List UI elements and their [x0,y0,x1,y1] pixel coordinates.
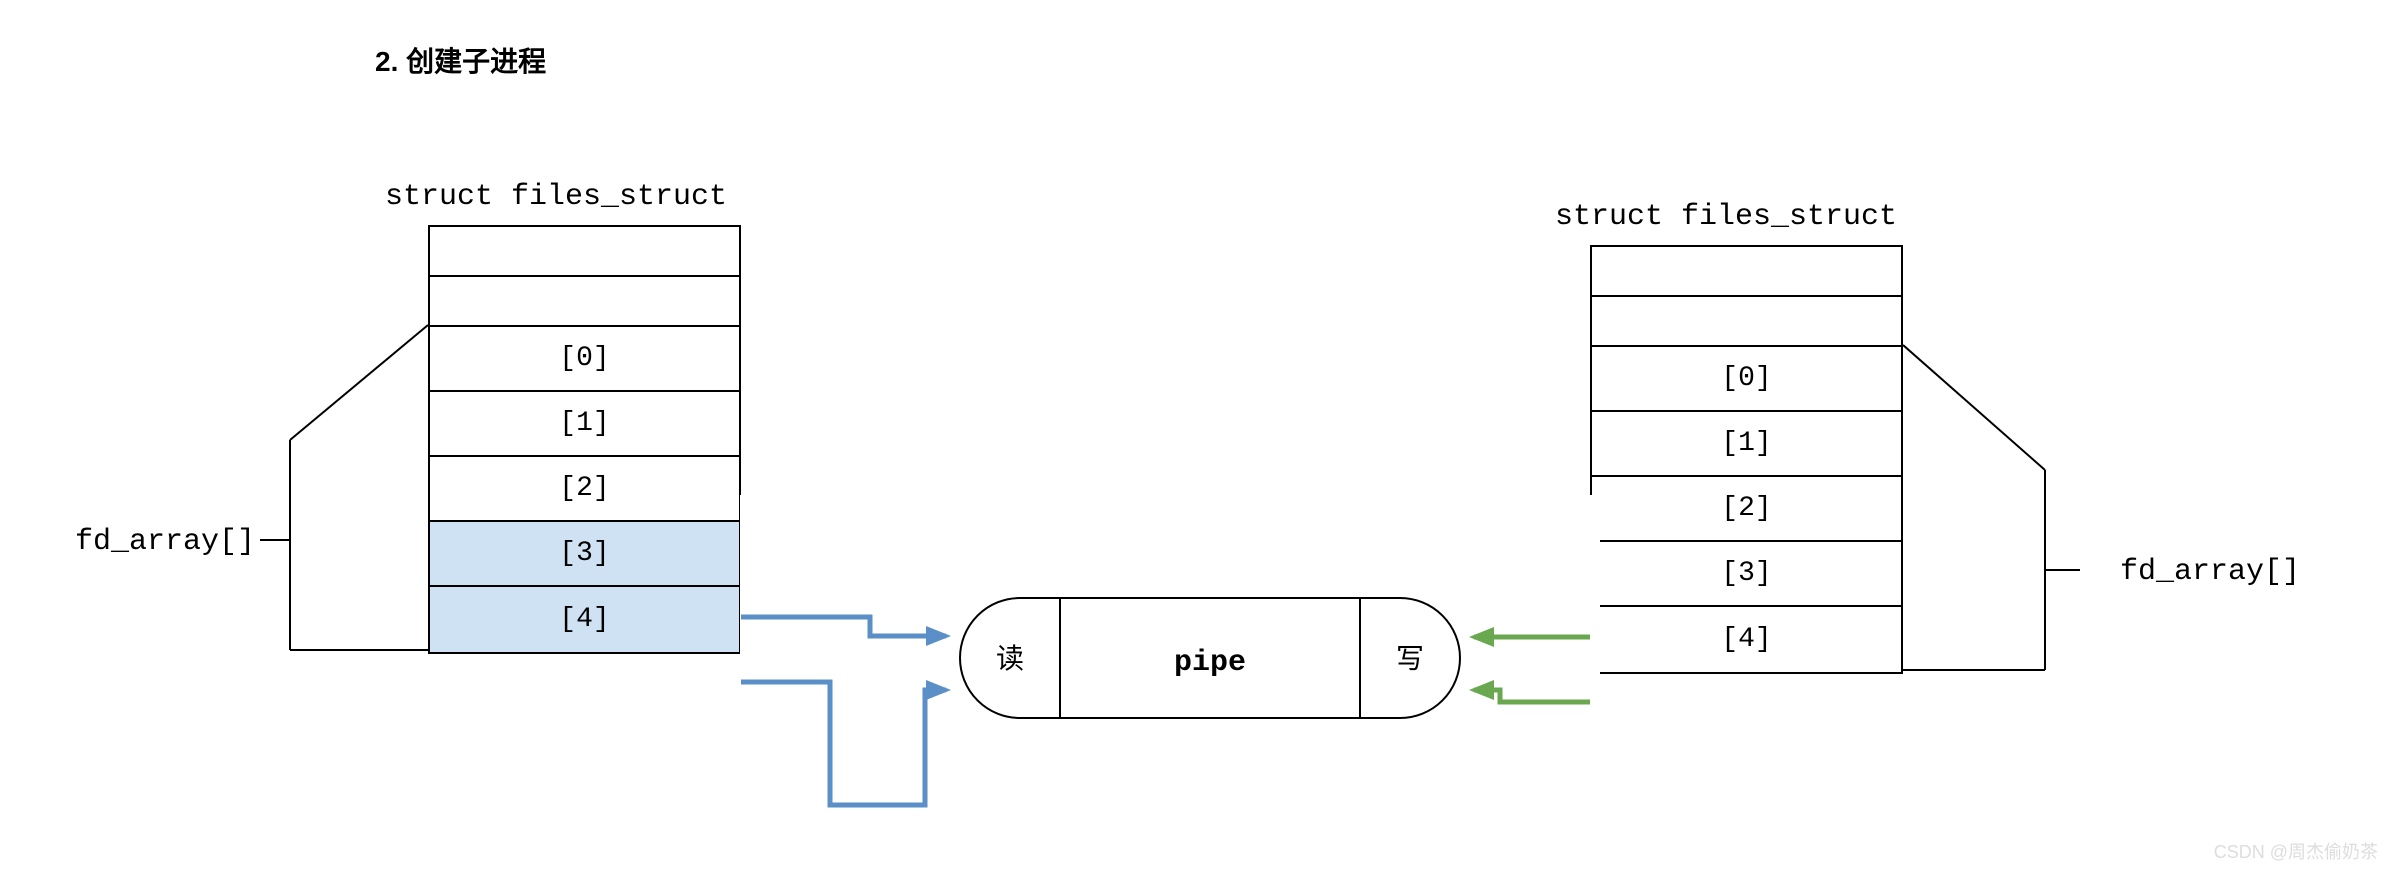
table-row: [1] [1592,412,1901,477]
table-row: [3] [1592,542,1901,607]
table-row: [2] [430,457,739,522]
left-bracket [260,325,428,650]
table-row: [0] [430,327,739,392]
final-arrows: 读 pipe 写 [0,0,2398,874]
pipe-write-label: 写 [1394,638,1422,678]
cell-label: [2] [559,473,609,504]
pipe-read-section: 读 [962,600,1062,716]
right-struct-label: struct files_struct [1555,200,1897,234]
table-row [1592,297,1901,347]
table-row: [4] [430,587,739,652]
pipe-center-section: pipe [1064,600,1356,716]
cell-label: [3] [1721,558,1771,589]
pipe-read-label: 读 [998,638,1026,678]
pipe-shape: 读 pipe 写 [960,598,1460,718]
pipe-center-label: pipe [1174,641,1246,675]
cell-label: [1] [1721,428,1771,459]
table-row: [1] [430,392,739,457]
cell-label: [4] [559,604,609,635]
cell-label: [4] [1721,624,1771,655]
right-files-struct-table: [0] [1] [2] [3] [4] [1590,245,1903,674]
table-row: [3] [430,522,739,587]
cell-label: [1] [559,408,609,439]
pipe-write-section: 写 [1358,600,1458,716]
diagram-arrows-correct: 读 pipe 写 [0,0,2398,874]
pipe-container: 读 pipe 写 [960,598,1460,718]
cell-label: [0] [559,343,609,374]
watermark: CSDN @周杰偷奶茶 [2214,838,2378,864]
left-files-struct-table: [0] [1] [2] [3] [4] [428,225,741,654]
right-bracket [1903,345,2080,670]
table-row [1592,247,1901,297]
table-row [430,277,739,327]
cell-label: [2] [1721,493,1771,524]
table-row: [0] [1592,347,1901,412]
arrow-left-fd4-to-read [741,682,945,800]
cell-label: [0] [1721,363,1771,394]
left-fd-array-label: fd_array[] [75,525,255,559]
diagram-connections [0,0,2398,874]
table-row: [4] [1592,607,1901,672]
cell-label: [3] [559,538,609,569]
left-struct-label: struct files_struct [385,180,727,214]
right-fd-array-label: fd_array[] [2120,555,2300,589]
diagram-title: 2. 创建子进程 [375,40,546,80]
arrow-left-fd3-to-read [741,617,945,636]
table-row: [2] [1592,477,1901,542]
table-row [430,227,739,277]
